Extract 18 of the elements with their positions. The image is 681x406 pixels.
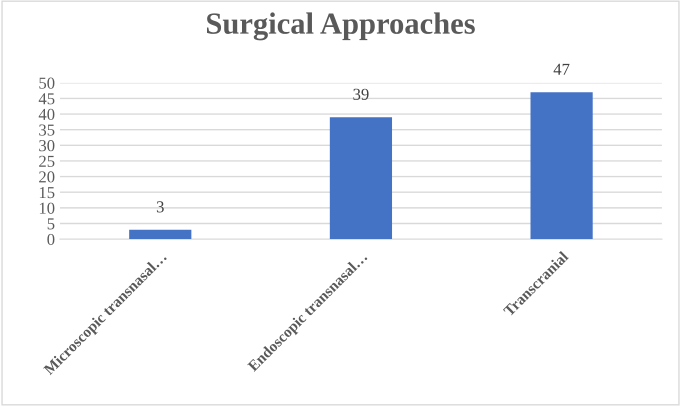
chart-title: Surgical Approaches xyxy=(207,12,475,40)
y-tick-label: 50 xyxy=(39,78,54,89)
y-tick-label: 25 xyxy=(39,156,54,167)
y-tick-label: 15 xyxy=(40,187,54,198)
y-tick-label: 35 xyxy=(39,124,54,136)
y-tick-label: 0 xyxy=(47,234,54,246)
bar xyxy=(129,230,192,240)
bar xyxy=(330,117,392,240)
bar xyxy=(530,92,593,240)
data-label: 39 xyxy=(353,88,369,100)
y-tick-label: 5 xyxy=(48,218,54,230)
y-tick-label: 40 xyxy=(38,108,54,120)
y-tick-label: 45 xyxy=(38,93,54,104)
data-label: 47 xyxy=(554,64,570,75)
y-tick-label: 30 xyxy=(39,140,54,152)
y-tick-label: 10 xyxy=(40,202,54,214)
y-tick-label: 20 xyxy=(39,171,54,183)
data-label: 3 xyxy=(156,201,164,212)
